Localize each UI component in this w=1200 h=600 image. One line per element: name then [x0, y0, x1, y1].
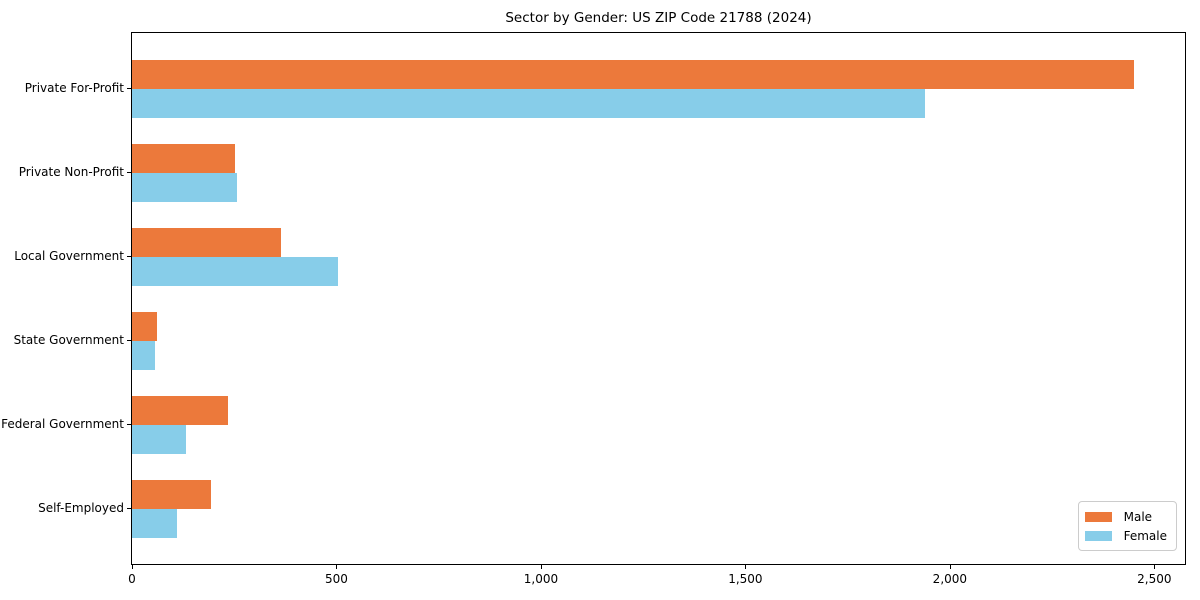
plot-area: Male Female — [131, 32, 1186, 565]
y-tick-mark — [127, 172, 131, 173]
y-tick-label: Local Government — [14, 249, 124, 263]
y-tick-mark — [127, 508, 131, 509]
legend-swatch-icon — [1084, 511, 1112, 522]
bar-male-1 — [132, 60, 1134, 89]
x-tick-label: 0 — [128, 572, 136, 586]
x-tick-mark — [745, 565, 747, 569]
x-tick-label: 1,000 — [523, 572, 559, 586]
bar-female-6 — [132, 509, 177, 538]
x-tick-label: 2,000 — [932, 572, 968, 586]
bar-female-4 — [132, 341, 155, 370]
x-tick-mark — [540, 565, 542, 569]
bar-female-3 — [132, 257, 338, 286]
bar-male-5 — [132, 396, 228, 425]
y-tick-mark — [127, 256, 131, 257]
x-tick-label: 1,500 — [728, 572, 763, 586]
y-tick-label: Federal Government — [1, 417, 124, 431]
bar-female-5 — [132, 425, 186, 454]
legend: Male Female — [1077, 501, 1177, 551]
x-tick-mark — [336, 565, 338, 569]
legend-label: Male — [1123, 509, 1153, 524]
x-tick-label: 500 — [325, 572, 348, 586]
legend-item-female: Female — [1084, 526, 1167, 545]
y-tick-label: Private For-Profit — [24, 81, 124, 95]
bar-female-1 — [132, 89, 926, 118]
y-tick-mark — [127, 340, 131, 341]
bar-male-6 — [132, 480, 211, 509]
x-tick-mark — [1154, 565, 1156, 569]
y-tick-label: Self-Employed — [38, 501, 124, 515]
bar-female-2 — [132, 173, 238, 202]
chart-title: Sector by Gender: US ZIP Code 21788 (202… — [505, 10, 812, 26]
bar-male-4 — [132, 312, 157, 341]
y-tick-mark — [127, 424, 131, 425]
x-tick-mark — [132, 565, 133, 569]
y-tick-mark — [127, 88, 131, 89]
y-tick-label: Private Non-Profit — [18, 165, 124, 179]
x-tick-mark — [949, 565, 951, 569]
legend-item-male: Male — [1084, 507, 1167, 526]
legend-label: Female — [1123, 528, 1167, 543]
x-tick-label: 2,500 — [1137, 572, 1172, 586]
bar-male-3 — [132, 228, 282, 257]
legend-swatch-icon — [1084, 530, 1112, 541]
bar-male-2 — [132, 144, 236, 173]
y-tick-label: State Government — [13, 333, 124, 347]
